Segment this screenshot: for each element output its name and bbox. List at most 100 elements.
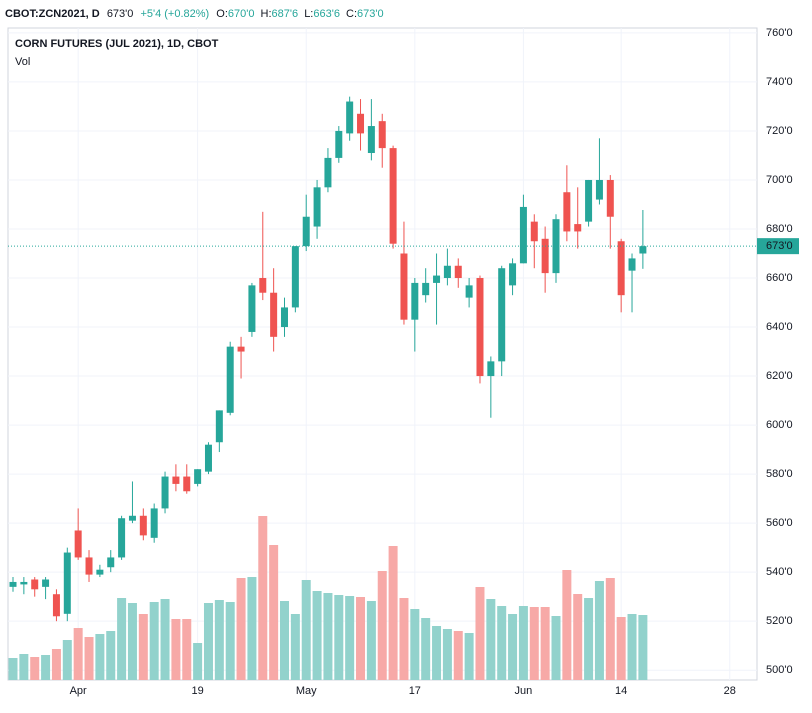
volume-bar <box>51 649 61 680</box>
candle-body <box>31 579 39 590</box>
volume-bar <box>518 606 528 680</box>
volume-bar <box>323 593 333 680</box>
candle-body <box>259 278 267 293</box>
candle-body <box>552 219 560 274</box>
candle-body <box>9 581 17 587</box>
candle-body <box>346 101 354 134</box>
volume-bar <box>138 614 148 680</box>
volume-bar <box>475 587 485 680</box>
chart-title: CORN FUTURES (JUL 2021), 1D, CBOT <box>15 38 219 50</box>
volume-bar <box>8 658 18 680</box>
volume-bar <box>638 615 648 680</box>
volume-bar <box>312 591 322 680</box>
volume-bar <box>258 516 268 680</box>
y-tick-label: 500'0 <box>766 664 793 676</box>
ohlc-value: 687'6 <box>272 8 299 20</box>
candle-body <box>606 179 614 217</box>
candle-body <box>541 238 549 274</box>
candle-body <box>465 285 473 298</box>
candle-body <box>150 508 158 538</box>
candle-body <box>324 157 332 188</box>
candle-body <box>281 307 288 328</box>
candle-body <box>302 216 310 247</box>
candle-body <box>183 476 191 492</box>
volume-bar <box>225 602 235 680</box>
volume-bar <box>399 598 409 680</box>
candle-body <box>563 192 571 232</box>
candle-body <box>639 246 647 254</box>
volume-bar <box>377 571 387 680</box>
candle-body <box>226 346 234 413</box>
y-tick-label: 620'0 <box>766 370 793 382</box>
candle-body <box>63 552 71 614</box>
volume-bar <box>19 654 29 680</box>
volume-bar <box>562 570 572 680</box>
ohlc-label: L: <box>304 8 313 20</box>
ohlc-value: 670'0 <box>228 8 255 20</box>
volume-bar <box>442 629 452 680</box>
candle-body <box>215 410 223 443</box>
volume-bar <box>171 619 181 680</box>
ohlc-label: C: <box>346 8 357 20</box>
candle-body <box>128 515 136 521</box>
x-tick-label: 28 <box>724 685 736 697</box>
candle-body <box>389 148 397 244</box>
candle-body <box>313 187 321 227</box>
candle-body <box>74 530 82 558</box>
volume-bar <box>127 603 137 680</box>
volume-bar <box>345 596 355 680</box>
candle-body <box>400 253 408 320</box>
volume-bar <box>627 614 637 680</box>
y-tick-label: 740'0 <box>766 76 793 88</box>
volume-bar <box>464 633 474 680</box>
candle-body <box>595 179 603 200</box>
volume-bar <box>486 599 496 680</box>
volume-bar <box>95 634 105 680</box>
candle-body <box>270 292 278 337</box>
volume-bar <box>117 598 127 680</box>
y-tick-label: 600'0 <box>766 419 793 431</box>
volume-bar <box>356 597 366 680</box>
volume-bar <box>236 578 246 680</box>
candle-body <box>118 518 126 558</box>
volume-bar <box>269 545 279 680</box>
ohlc-label: H: <box>261 8 272 20</box>
volume-bar <box>106 631 116 680</box>
candle-body <box>335 130 343 158</box>
candle-body <box>367 126 375 154</box>
candle-body <box>172 476 180 484</box>
volume-bar <box>584 598 594 680</box>
volume-bar <box>497 606 507 680</box>
y-tick-label: 640'0 <box>766 321 793 333</box>
candle-body <box>443 265 451 279</box>
volume-bar <box>247 577 257 680</box>
volume-bar <box>605 578 615 680</box>
volume-bar <box>160 599 170 680</box>
last: 673'0 <box>107 8 134 20</box>
volume-bar <box>388 546 398 680</box>
volume-bar <box>540 607 550 680</box>
candle-body <box>139 515 147 536</box>
candle-body <box>248 285 256 332</box>
volume-bar <box>214 600 224 680</box>
volume-bar <box>453 631 463 680</box>
last-price-label: 673'0 <box>766 240 793 252</box>
volume-bar <box>203 603 213 680</box>
candle-body <box>617 241 625 296</box>
candle-body <box>204 444 212 472</box>
candle-body <box>42 579 50 587</box>
candle-body <box>422 282 430 296</box>
volume-bar <box>529 607 539 680</box>
volume-bar <box>182 619 192 680</box>
candle-body <box>509 263 517 286</box>
volume-bar <box>508 614 518 680</box>
y-tick-label: 520'0 <box>766 615 793 627</box>
y-tick-label: 560'0 <box>766 517 793 529</box>
candle-body <box>628 258 636 271</box>
volume-bar <box>594 581 604 680</box>
volume-bar <box>193 643 203 680</box>
last-price-box <box>757 238 799 255</box>
volume-bar <box>84 637 94 680</box>
volume-bar <box>280 601 289 680</box>
y-tick-label: 580'0 <box>766 468 793 480</box>
